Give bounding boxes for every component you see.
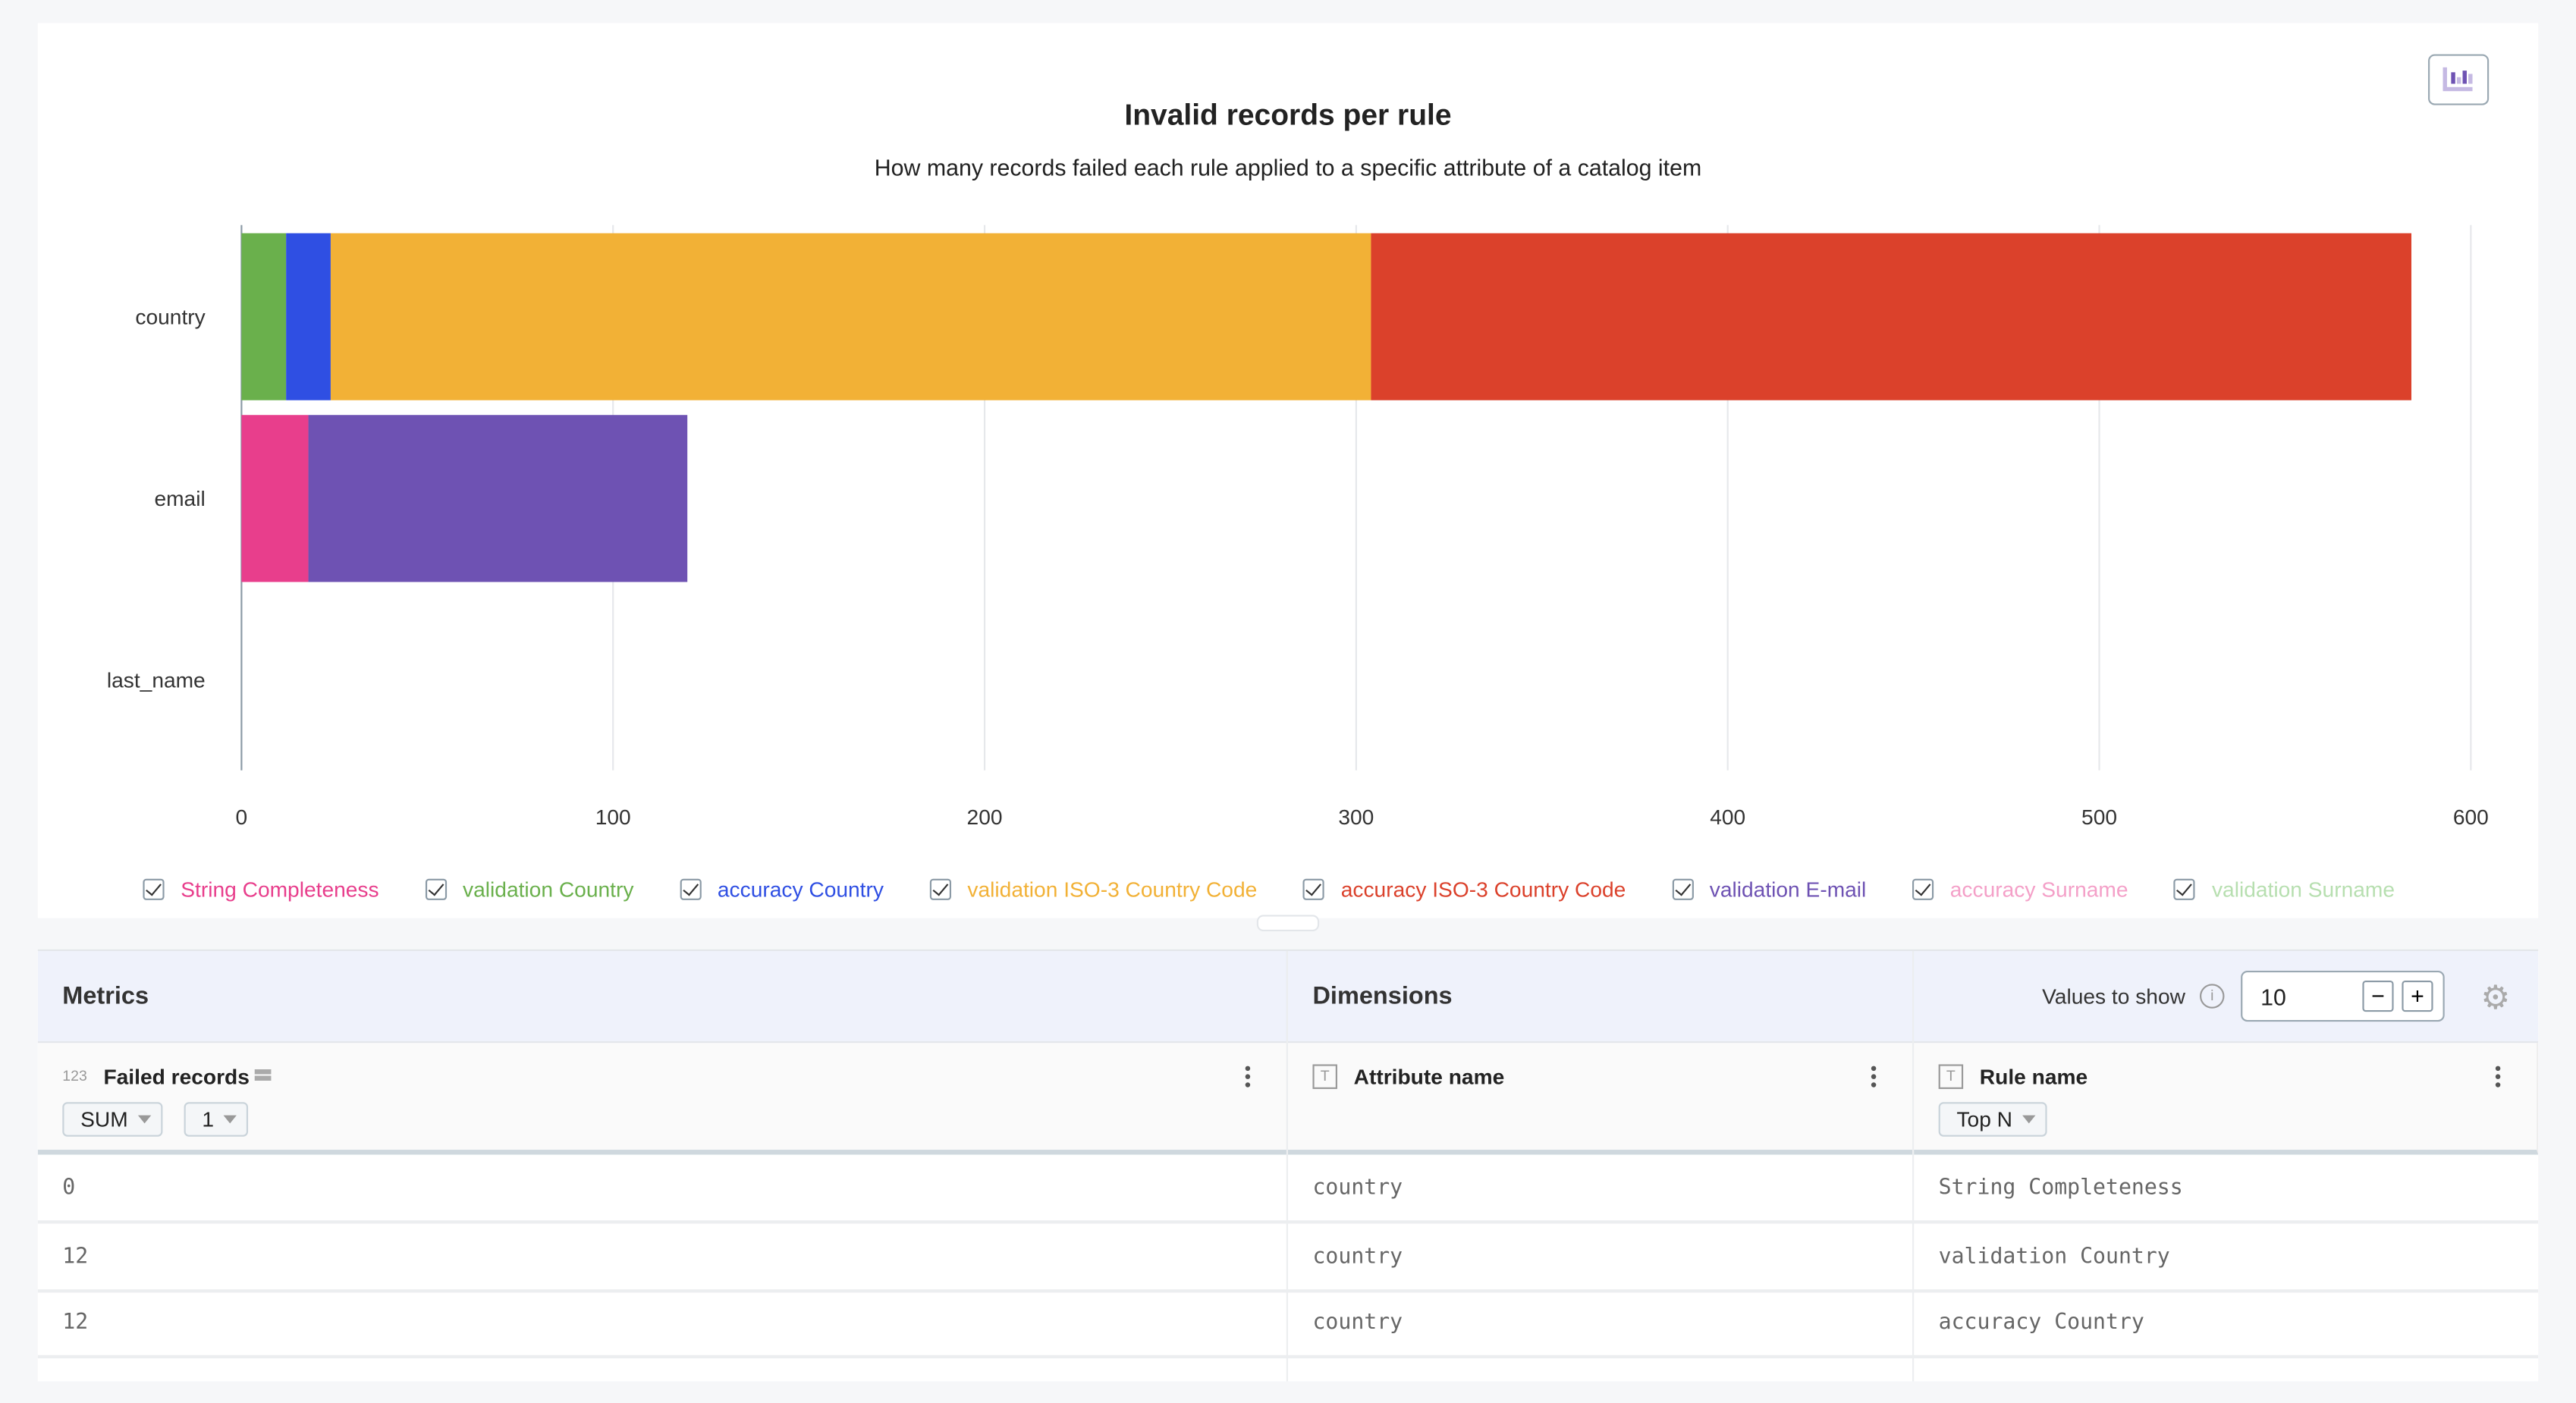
x-tick-label: 0 [236, 805, 248, 829]
y-category-label: email [154, 487, 205, 510]
chart-type-button[interactable] [2428, 54, 2490, 105]
aggregation-dropdown[interactable]: SUM [62, 1102, 163, 1137]
column-header-attribute-name: T Attribute name [1287, 1043, 1915, 1155]
rule-name-cell: validation Country [1938, 1244, 2170, 1270]
column-divider [1286, 950, 1288, 1382]
decrement-button[interactable]: − [2362, 980, 2394, 1012]
column-name: Failed records [103, 1064, 250, 1089]
bar-segment [241, 233, 287, 400]
x-tick-label: 200 [967, 805, 1003, 829]
checkbox-icon[interactable] [1302, 878, 1325, 900]
column-menu-icon[interactable] [2495, 1066, 2501, 1091]
number-type-icon: 123 [62, 1067, 87, 1084]
attribute-name-cell: country [1312, 1244, 1403, 1270]
column-name: Rule name [1979, 1064, 2088, 1089]
metrics-label: Metrics [62, 982, 149, 1010]
bar-segment [286, 233, 331, 400]
checkbox-icon[interactable] [143, 878, 165, 900]
legend-item[interactable]: accuracy Country [680, 877, 884, 902]
legend-label: accuracy Surname [1949, 877, 2128, 902]
x-tick-label: 600 [2453, 805, 2489, 829]
chart-title: Invalid records per rule [1124, 98, 1452, 132]
x-tick-label: 500 [2081, 805, 2117, 829]
failed-records-cell: 12 [62, 1244, 89, 1270]
bar-segment [330, 233, 1371, 400]
dimensions-label: Dimensions [1312, 982, 1453, 1010]
values-to-show-input[interactable]: 10 [2260, 984, 2286, 1010]
values-to-show-label: Values to show [2042, 984, 2185, 1009]
legend-label: validation ISO-3 Country Code [967, 877, 1258, 902]
bar-segment [1371, 233, 2411, 400]
checkbox-icon[interactable] [1671, 878, 1694, 900]
decimals-dropdown[interactable]: 1 [184, 1102, 249, 1137]
y-category-label: last_name [107, 669, 206, 692]
info-icon[interactable]: i [2200, 984, 2225, 1009]
rule-name-cell: accuracy Country [1938, 1310, 2144, 1336]
legend-label: validation E-mail [1709, 877, 1867, 902]
legend-item[interactable]: validation Surname [2174, 877, 2395, 902]
bar-chart: 0 100 200 300 400 500 600 country email last_name [107, 224, 2489, 829]
legend-label: accuracy ISO-3 Country Code [1340, 877, 1626, 902]
column-menu-icon[interactable] [1871, 1066, 1877, 1091]
legend-item[interactable]: validation Country [425, 877, 633, 902]
legend: String Completeness validation Country acc… [143, 877, 2440, 902]
bar-chart-icon [2442, 67, 2473, 92]
column-menu-icon[interactable] [1245, 1066, 1251, 1091]
checkbox-icon[interactable] [1912, 878, 1934, 900]
legend-item[interactable]: String Completeness [143, 877, 379, 902]
resize-handle[interactable] [1256, 915, 1320, 932]
x-tick-label: 100 [595, 805, 631, 829]
checkbox-icon[interactable] [425, 878, 447, 900]
increment-button[interactable]: + [2402, 980, 2433, 1012]
legend-label: validation Country [463, 877, 634, 902]
checkbox-icon[interactable] [680, 878, 702, 900]
configuration-panel: Metrics Dimensions Values to show i 10 −… [37, 949, 2539, 1382]
column-header-failed-records: 123 Failed records ▬ ▬ SUM 1 [37, 1043, 1288, 1155]
column-header-rule-name: T Rule name Top N [1914, 1043, 2539, 1155]
legend-label: String Completeness [181, 877, 379, 902]
failed-records-cell: 12 [62, 1310, 89, 1336]
chart-subtitle: How many records failed each rule applie… [874, 154, 1702, 181]
bar-segment [241, 415, 309, 582]
checkbox-icon[interactable] [2174, 878, 2196, 900]
x-tick-label: 400 [1710, 805, 1745, 829]
failed-records-cell: 0 [62, 1175, 76, 1201]
attribute-name-cell: country [1312, 1310, 1403, 1336]
sort-icon[interactable]: ▬ ▬ [254, 1061, 272, 1086]
legend-item[interactable]: validation E-mail [1671, 877, 1867, 902]
legend-item[interactable]: accuracy Surname [1912, 877, 2128, 902]
rule-name-cell: String Completeness [1938, 1175, 2183, 1201]
attribute-name-cell: country [1312, 1175, 1403, 1201]
top-n-dropdown[interactable]: Top N [1938, 1102, 2047, 1137]
legend-label: accuracy Country [717, 877, 884, 902]
legend-item[interactable]: validation ISO-3 Country Code [929, 877, 1258, 902]
text-type-icon: T [1938, 1064, 1964, 1089]
checkbox-icon[interactable] [929, 878, 951, 900]
column-divider [1912, 950, 1915, 1382]
values-to-show-stepper[interactable]: 10 − + [2241, 970, 2445, 1022]
chart-card: Invalid records per rule How many record… [37, 23, 2539, 918]
gear-icon[interactable]: ⚙ [2480, 980, 2511, 1017]
legend-item[interactable]: accuracy ISO-3 Country Code [1302, 877, 1626, 902]
metrics-header: Metrics [37, 950, 1288, 1044]
x-tick-label: 300 [1338, 805, 1374, 829]
column-name: Attribute name [1353, 1064, 1505, 1089]
y-category-label: country [135, 305, 206, 328]
legend-label: validation Surname [2211, 877, 2395, 902]
text-type-icon: T [1312, 1064, 1337, 1089]
bar-segment [308, 415, 688, 582]
